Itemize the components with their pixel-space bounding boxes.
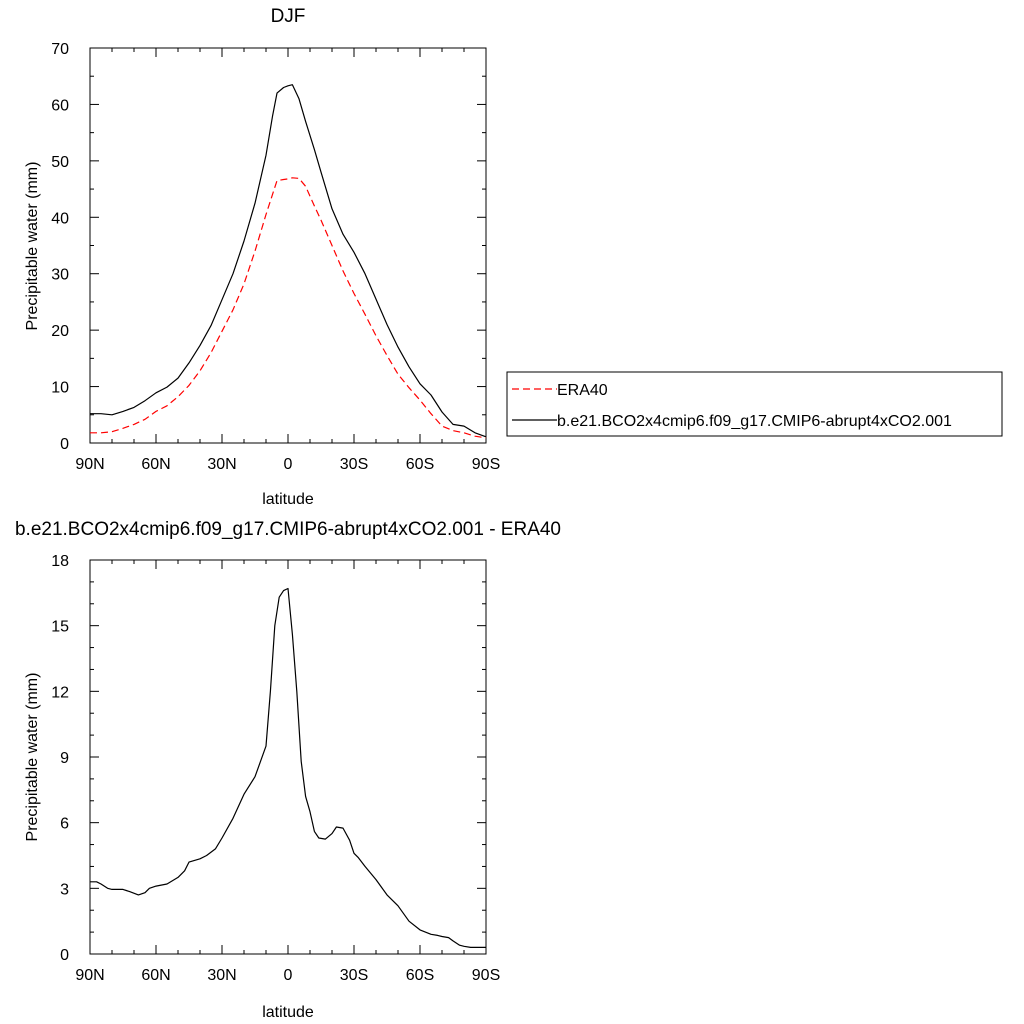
bottom-y-tick-label: 6 <box>60 816 69 833</box>
bottom-x-tick-label: 30S <box>340 967 368 984</box>
bottom-x-tick-label: 30N <box>207 967 236 984</box>
top-x-tick-label: 90N <box>75 456 104 473</box>
top-tick-marks <box>89 47 487 444</box>
top-y-axis-label: Precipitable water (mm) <box>24 162 41 331</box>
bottom-y-tick-labels: 0 3 6 9 12 15 18 <box>51 553 69 964</box>
top-panel: DJF 90N 60N 30N 0 30S 60S 90S 010203040506070 … <box>24 6 500 508</box>
bottom-x-tick-labels: 90N 60N 30N 0 30S 60S 90S <box>75 967 500 984</box>
bottom-y-tick-label: 0 <box>60 947 69 964</box>
legend-label-era40: ERA40 <box>557 382 608 399</box>
top-y-tick-label: 0 <box>60 436 69 453</box>
top-series-line-model <box>90 84 487 438</box>
bottom-x-axis-label: latitude <box>262 1004 314 1021</box>
top-x-tick-label: 30N <box>207 456 236 473</box>
top-y-tick-label: 40 <box>51 210 69 227</box>
top-x-tick-label: 0 <box>284 456 293 473</box>
top-x-tick-label: 30S <box>340 456 368 473</box>
top-x-axis-label: latitude <box>262 491 314 508</box>
top-y-tick-label: 10 <box>51 380 69 397</box>
bottom-x-tick-label: 90S <box>472 967 500 984</box>
legend-label-model: b.e21.BCO2x4cmip6.f09_g17.CMIP6-abrupt4x… <box>557 413 952 430</box>
top-series-lines <box>90 84 487 439</box>
top-x-tick-label: 90S <box>472 456 500 473</box>
top-y-tick-label: 60 <box>51 97 69 114</box>
bottom-y-tick-label: 15 <box>51 619 69 636</box>
top-y-tick-label: 20 <box>51 323 69 340</box>
top-plot-frame <box>89 47 487 444</box>
bottom-x-tick-label: 60S <box>406 967 434 984</box>
bottom-y-tick-label: 12 <box>51 684 69 701</box>
bottom-x-tick-label: 90N <box>75 967 104 984</box>
bottom-y-tick-label: 18 <box>51 553 69 570</box>
top-x-tick-label: 60S <box>406 456 434 473</box>
bottom-series-lines <box>90 587 486 949</box>
top-y-tick-labels: 0 10 20 30 40 50 60 70 <box>51 41 69 453</box>
bottom-chart-title: b.e21.BCO2x4cmip6.f09_g17.CMIP6-abrupt4x… <box>15 519 561 540</box>
top-y-tick-label: 30 <box>51 267 69 284</box>
legend: ERA40 b.e21.BCO2x4cmip6.f09_g17.CMIP6-ab… <box>506 371 1003 437</box>
bottom-y-tick-label: 9 <box>60 750 69 767</box>
bottom-x-tick-label: 0 <box>284 967 293 984</box>
top-x-tick-labels: 90N 60N 30N 0 30S 60S 90S <box>75 456 500 473</box>
bottom-panel: b.e21.BCO2x4cmip6.f09_g17.CMIP6-abrupt4x… <box>15 519 561 1021</box>
top-series-line-era40 <box>90 177 487 439</box>
top-y-tick-label: 50 <box>51 154 69 171</box>
bottom-y-axis-label: Precipitable water (mm) <box>24 673 41 842</box>
top-chart-title: DJF <box>271 6 306 27</box>
bottom-plot-frame <box>89 559 487 955</box>
bottom-x-tick-label: 60N <box>141 967 170 984</box>
bottom-series-line-difference <box>90 587 486 949</box>
top-y-tick-label: 70 <box>51 41 69 58</box>
bottom-tick-marks <box>89 559 487 955</box>
top-x-tick-label: 60N <box>141 456 170 473</box>
legend-box <box>506 371 1003 437</box>
bottom-y-tick-label: 3 <box>60 881 69 898</box>
